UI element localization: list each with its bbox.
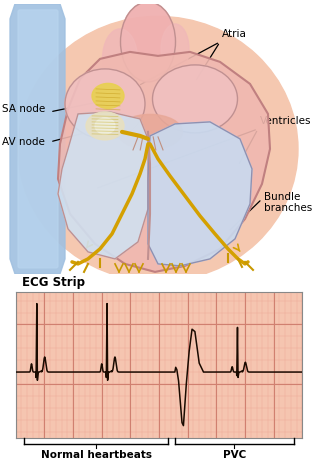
Ellipse shape [102, 29, 138, 89]
Text: ECG Strip: ECG Strip [22, 276, 85, 289]
Ellipse shape [121, 2, 175, 82]
Polygon shape [58, 52, 270, 272]
FancyBboxPatch shape [18, 10, 58, 268]
Polygon shape [148, 122, 252, 266]
Text: Normal heartbeats: Normal heartbeats [41, 450, 152, 460]
Ellipse shape [117, 114, 182, 150]
Text: AV node: AV node [2, 137, 45, 147]
Ellipse shape [92, 83, 124, 108]
Ellipse shape [65, 69, 145, 139]
Ellipse shape [86, 112, 124, 140]
Ellipse shape [18, 16, 298, 282]
Ellipse shape [161, 24, 189, 74]
Text: Ventricles: Ventricles [260, 116, 312, 126]
Text: Bundle
branches: Bundle branches [264, 192, 312, 213]
Text: PVC: PVC [223, 450, 246, 460]
Text: Atria: Atria [222, 29, 247, 39]
Polygon shape [58, 112, 148, 259]
Ellipse shape [95, 118, 115, 134]
Polygon shape [10, 4, 65, 274]
Ellipse shape [152, 65, 238, 133]
Text: SA node: SA node [2, 104, 45, 114]
